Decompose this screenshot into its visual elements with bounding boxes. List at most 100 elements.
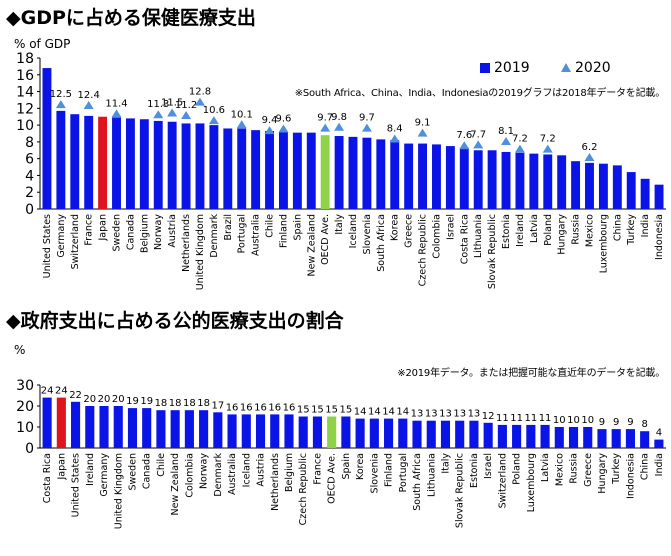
chart2-bar-luxembourg xyxy=(526,424,536,448)
chart1-data-label-costa-rica: 7.6 xyxy=(456,130,472,141)
chart1-marker-2020-oecd-ave xyxy=(320,123,331,132)
chart2-data-label-iceland: 16 xyxy=(240,402,253,413)
chart2-x-tick-label-japan: Japan xyxy=(56,453,67,481)
chart1-bar-mexico xyxy=(585,162,594,209)
chart1-bar-finland xyxy=(278,131,288,209)
chart1-x-tick-label-estonia: Estonia xyxy=(501,214,512,249)
chart1-x-tick-label-australia: Australia xyxy=(251,214,262,256)
chart1-x-tick-label-india: India xyxy=(640,214,651,237)
chart1-bar-south-africa xyxy=(376,139,386,209)
chart1-bar-switzerland xyxy=(70,114,80,209)
chart1-x-tick-label-czech-republic: Czech Republic xyxy=(418,214,429,286)
chart1-y-tick-label: 6 xyxy=(25,152,34,168)
chart1-y-tick-label: 2 xyxy=(25,185,34,201)
chart2-x-tick-label-korea: Korea xyxy=(355,453,366,480)
chart2-x-tick-label-iceland: Iceland xyxy=(241,453,252,487)
chart2-bar-netherlands xyxy=(270,414,280,448)
chart2-data-label-lithuania: 13 xyxy=(425,409,438,420)
chart1-bar-spain xyxy=(292,132,302,209)
chart2-data-label-sweden: 19 xyxy=(126,396,139,407)
chart1-data-label-slovenia: 9.7 xyxy=(359,113,375,124)
chart1-data-label-estonia: 8.1 xyxy=(498,126,514,137)
chart2-data-label-japan: 24 xyxy=(55,386,68,397)
chart2-bar-norway xyxy=(199,410,209,448)
chart2-x-tick-label-netherlands: Netherlands xyxy=(270,453,281,511)
chart1-bar-israel xyxy=(445,146,455,209)
chart2-y-tick-label: 0 xyxy=(25,441,34,457)
chart2-bar-poland xyxy=(512,424,522,448)
chart2-x-tick-label-austria: Austria xyxy=(256,453,267,487)
chart1-y-tick-label: 0 xyxy=(25,202,34,218)
chart2-data-label-estonia: 13 xyxy=(468,409,481,420)
chart2-x-tick-label-estonia: Estonia xyxy=(469,453,480,488)
chart2-bar-mexico xyxy=(554,427,564,448)
chart1-bar-colombia xyxy=(432,144,441,209)
chart1-y-tick-label: 16 xyxy=(16,68,34,84)
chart2-x-tick-label-norway: Norway xyxy=(199,453,210,489)
chart1-x-tick-label-switzerland: Switzerland xyxy=(70,214,81,269)
chart1-x-tick-label-luxembourg: Luxembourg xyxy=(598,214,609,273)
chart1-marker-2020-portugal xyxy=(236,120,247,129)
chart1-marker-2020-united-kingdom xyxy=(194,97,205,106)
chart2-data-label-denmark: 17 xyxy=(211,400,224,411)
chart1-marker-2020-italy xyxy=(334,122,345,131)
chart2-x-tick-label-finland: Finland xyxy=(384,453,395,487)
chart1-marker-2020-mexico xyxy=(584,152,595,161)
chart2-bar-ireland xyxy=(85,406,95,448)
chart1-x-tick-label-mexico: Mexico xyxy=(584,214,595,247)
chart1-y-tick-label: 4 xyxy=(25,168,34,184)
chart2-bar-denmark xyxy=(213,412,223,448)
chart2-data-label-united-states: 22 xyxy=(69,390,82,401)
chart1-data-label-france: 12.4 xyxy=(78,90,100,101)
chart2-x-tick-label-greece: Greece xyxy=(583,453,594,487)
chart2-data-label-austria: 16 xyxy=(254,402,267,413)
chart1-x-tick-label-france: France xyxy=(84,214,95,246)
chart1-bar-china xyxy=(612,165,622,209)
chart1-data-label-mexico: 6.2 xyxy=(582,142,598,153)
chart1-note: ※South Africa、China、India、Indonesiaの2019… xyxy=(294,88,666,99)
chart2-bar-israel xyxy=(483,422,493,448)
chart1-x-tick-label-japan: Japan xyxy=(98,214,109,242)
chart1-bar-norway xyxy=(153,120,163,209)
chart2-y-unit: % xyxy=(14,343,26,357)
chart2-x-tick-label-denmark: Denmark xyxy=(213,453,224,497)
chart2-bar-france xyxy=(312,416,322,448)
chart2-data-label-spain: 15 xyxy=(340,405,353,416)
chart1-data-label-chile: 9.4 xyxy=(262,115,278,126)
chart1-data-label-norway: 11.3 xyxy=(147,99,169,110)
chart2-data-label-indonesia: 9 xyxy=(627,417,633,428)
chart2-bar-india xyxy=(654,439,664,448)
chart2-data-label-india: 4 xyxy=(656,428,662,439)
chart1-x-tick-label-poland: Poland xyxy=(543,214,554,246)
chart1-bar-poland xyxy=(543,154,553,209)
chart1-bar-latvia xyxy=(529,153,539,209)
chart1-x-tick-label-hungary: Hungary xyxy=(557,214,568,255)
chart1-bar-slovenia xyxy=(362,137,372,209)
chart1-data-label-austria: 11.5 xyxy=(161,98,183,109)
chart2-x-tick-label-latvia: Latvia xyxy=(540,453,551,482)
chart2-data-label-slovenia: 14 xyxy=(368,407,381,418)
chart2-bar-indonesia xyxy=(625,429,635,448)
chart1-x-tick-label-germany: Germany xyxy=(56,214,67,258)
chart2-data-label-czech-republic: 15 xyxy=(297,405,310,416)
chart2-bar-finland xyxy=(384,418,394,448)
chart1-x-tick-label-italy: Italy xyxy=(334,214,345,235)
chart2-data-label-germany: 20 xyxy=(98,394,111,405)
chart2-bar-colombia xyxy=(184,410,194,448)
chart1-bar-hungary xyxy=(557,155,567,209)
chart1-bar-czech-republic xyxy=(418,143,428,209)
chart1-marker-2020-slovenia xyxy=(361,123,372,132)
chart2-data-label-oecd-ave: 15 xyxy=(325,405,338,416)
chart1-y-tick-label: 8 xyxy=(25,135,34,151)
chart1-x-tick-label-spain: Spain xyxy=(292,214,303,241)
chart2-bar-canada xyxy=(142,408,152,448)
chart2-data-label-south-africa: 13 xyxy=(411,409,424,420)
chart1-x-tick-label-korea: Korea xyxy=(390,214,401,241)
legend-item-2019: 2019 xyxy=(480,60,530,76)
chart1-marker-2020-costa-rica xyxy=(459,141,470,150)
chart2-data-label-latvia: 11 xyxy=(539,413,552,424)
chart2-data-label-poland: 11 xyxy=(510,413,523,424)
chart1-y-unit: % of GDP xyxy=(14,37,71,51)
chart1-x-tick-label-china: China xyxy=(612,214,623,241)
chart1-bar-greece xyxy=(404,143,414,209)
